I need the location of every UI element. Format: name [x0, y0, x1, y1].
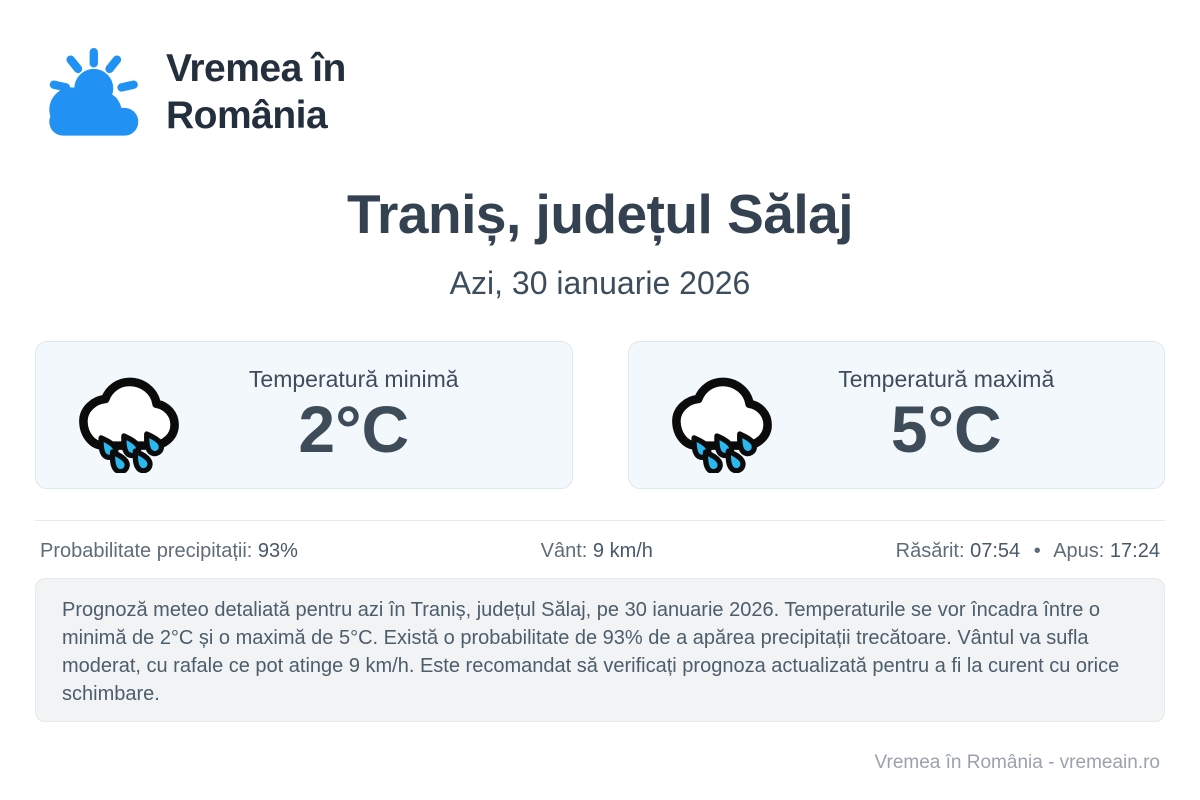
- wind-detail: Vânt: 9 km/h: [541, 540, 653, 563]
- details-row: Probabilitate precipitații: 93% Vânt: 9 …: [40, 540, 1160, 563]
- date-subtitle: Azi, 30 ianuarie 2026: [449, 265, 751, 301]
- min-temperature-label: Temperatură minimă: [248, 365, 459, 392]
- precipitation-detail: Probabilitate precipitații: 93%: [40, 540, 298, 563]
- forecast-description: Prognoză meteo detaliată pentru azi în T…: [35, 578, 1165, 722]
- brand-name-line1: Vremea în: [166, 47, 346, 91]
- sunrise-value: 07:54: [970, 540, 1021, 562]
- min-temperature-text: Temperatură minimă 2°C: [186, 366, 572, 464]
- sunrise-label: Răsărit:: [895, 540, 965, 562]
- wind-value: 9 km/h: [592, 540, 653, 562]
- sunset-value: 17:24: [1109, 540, 1160, 562]
- min-temperature-card: Temperatură minimă 2°C: [35, 341, 573, 489]
- brand-name-line2: România: [166, 94, 328, 137]
- max-temperature-label: Temperatură maximă: [838, 365, 1055, 392]
- rain-cloud-icon: [79, 377, 179, 473]
- divider: [35, 520, 1165, 521]
- precipitation-label: Probabilitate precipitații:: [40, 540, 253, 562]
- sunset-label: Apus:: [1053, 540, 1105, 562]
- footer-credit: Vremea în România - vremeain.ro: [874, 752, 1160, 773]
- brand-logo[interactable]: Vremea în România: [40, 44, 346, 142]
- sun-behind-cloud-icon: [49, 48, 139, 136]
- max-temperature-card: Temperatură maximă 5°C: [627, 341, 1165, 489]
- bullet-separator: •: [1033, 540, 1041, 562]
- temperature-cards: Temperatură minimă 2°C Temperatură maxim…: [35, 341, 1165, 489]
- max-temperature-value: 5°C: [890, 391, 1002, 466]
- max-temperature-text: Temperatură maximă 5°C: [779, 366, 1165, 464]
- wind-label: Vânt:: [540, 540, 588, 562]
- min-temperature-value: 2°C: [298, 391, 410, 466]
- precipitation-value: 93%: [257, 540, 298, 562]
- rain-cloud-icon: [671, 377, 772, 473]
- page-title: Traniș, județul Sălaj: [346, 183, 854, 245]
- sun-times-detail: Răsărit: 07:54 • Apus: 17:24: [896, 540, 1160, 563]
- brand-name: Vremea în România: [166, 46, 346, 140]
